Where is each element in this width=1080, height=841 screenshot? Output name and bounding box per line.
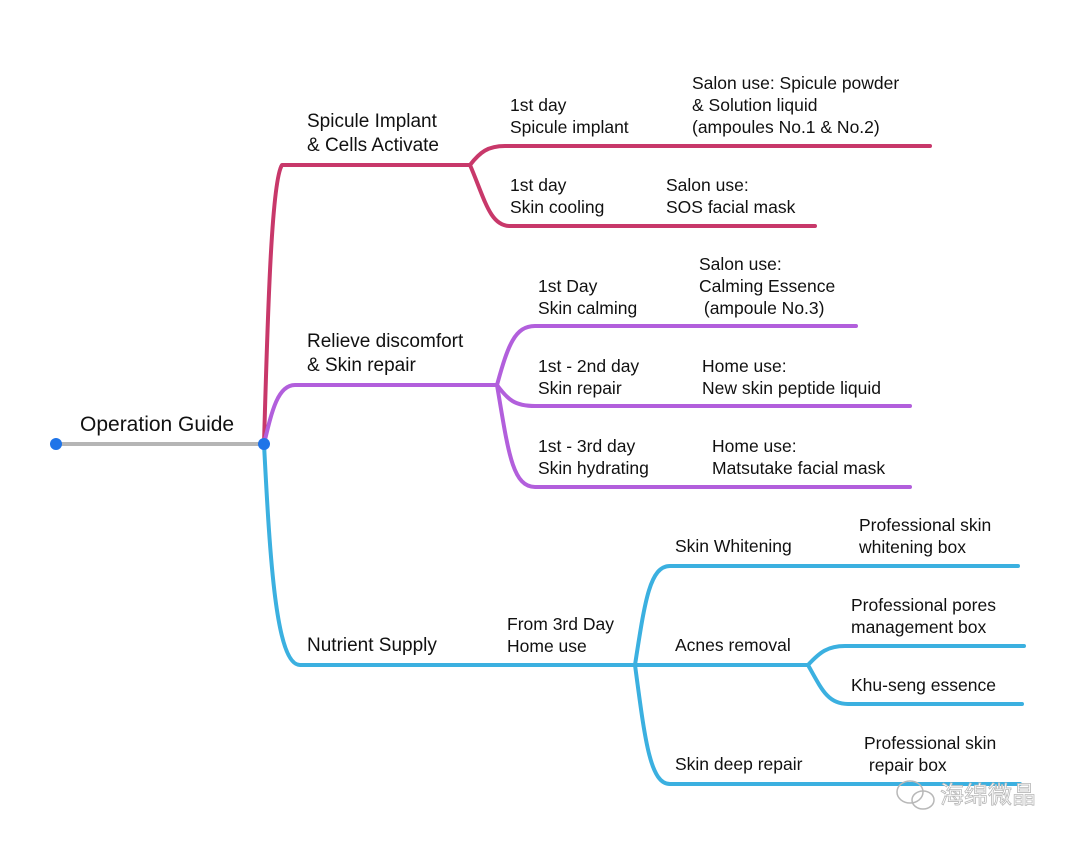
node-skin-cooling[interactable]: 1st day Skin cooling [510,175,604,217]
edge-skin-cooling [468,163,817,228]
branch-spicule-label[interactable]: Spicule Implant & Cells Activate [307,111,439,156]
watermark-text: 海绵微晶 [940,781,1036,809]
node-skin-hydrating[interactable]: 1st - 3rd day Skin hydrating [538,436,649,478]
edge-pores-box [806,644,1026,667]
branch-spicule-lines [262,144,932,446]
node-skin-whitening[interactable]: Skin Whitening [675,536,792,556]
edge-skin-calming [495,324,858,387]
edge-skin-repair [495,383,912,408]
branch-relieve-lines [262,324,912,489]
detail-skin-deep-repair[interactable]: Professional skin repair box [0,0,996,775]
node-skin-deep-repair[interactable]: Skin deep repair [675,754,803,774]
root-label[interactable]: Operation Guide [80,413,234,436]
branch-spicule-connector [262,163,472,446]
edge-skin-whitening [633,564,1020,667]
node-from-3rd-day[interactable]: From 3rd Day Home use [507,614,614,656]
branch-nutrient-label[interactable]: Nutrient Supply [307,635,437,656]
branch-relieve-connector [262,383,499,446]
detail-skin-whitening[interactable]: Professional skin whitening box [858,515,991,557]
branch-nutrient-lines [262,442,1026,786]
root-start-dot[interactable] [50,438,62,450]
detail-skin-repair[interactable]: Home use: New skin peptide liquid [702,356,881,398]
edge-skin-deep-repair [633,663,1022,786]
node-spicule-implant[interactable]: 1st day Spicule implant [510,95,629,137]
detail-pores-box[interactable]: Professional pores management box [851,595,996,637]
detail-skin-hydrating[interactable]: Home use: Matsutake facial mask [712,436,885,478]
detail-spicule-implant[interactable]: Salon use: Spicule powder & Solution liqu… [692,73,899,137]
branch-relieve-label[interactable]: Relieve discomfort & Skin repair [307,331,464,376]
detail-skin-cooling[interactable]: Salon use: SOS facial mask [666,175,796,217]
node-skin-calming[interactable]: 1st Day Skin calming [538,276,637,318]
detail-khu-seng[interactable]: Khu-seng essence [851,675,996,695]
edge-skin-hydrating [495,383,912,489]
node-acnes-removal[interactable]: Acnes removal [675,635,791,655]
wechat-icon [896,780,935,810]
branch-nutrient-connector [262,442,637,667]
edge-spicule-implant [468,144,932,167]
root-hub-dot[interactable] [258,438,270,450]
detail-skin-calming[interactable]: Salon use: Calming Essence (ampoule No.3) [0,0,839,318]
node-skin-repair[interactable]: 1st - 2nd day Skin repair [538,356,639,398]
edge-khu-seng [806,663,1024,706]
